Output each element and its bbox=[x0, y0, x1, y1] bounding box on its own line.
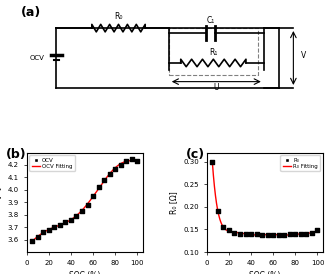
Text: U: U bbox=[213, 83, 219, 92]
Point bbox=[304, 231, 309, 236]
Point bbox=[265, 233, 270, 237]
Point bbox=[52, 225, 57, 229]
Point bbox=[276, 233, 281, 237]
Point bbox=[270, 233, 276, 237]
Point bbox=[210, 159, 215, 164]
Bar bbox=[169, 28, 258, 75]
Y-axis label: OCV [V]: OCV [V] bbox=[0, 187, 2, 217]
Y-axis label: R₀ [Ω]: R₀ [Ω] bbox=[169, 191, 178, 214]
Point bbox=[63, 220, 68, 224]
Point bbox=[309, 230, 315, 235]
Point bbox=[135, 159, 140, 164]
X-axis label: SOC (%): SOC (%) bbox=[69, 271, 101, 274]
Point bbox=[232, 230, 237, 235]
Text: R₁: R₁ bbox=[209, 48, 217, 57]
Text: V: V bbox=[301, 51, 306, 60]
Point bbox=[57, 222, 63, 227]
Point bbox=[90, 194, 96, 198]
Point bbox=[254, 232, 259, 237]
Point bbox=[124, 159, 129, 164]
Point bbox=[226, 228, 231, 233]
Point bbox=[282, 233, 287, 237]
Point bbox=[96, 185, 101, 190]
Point bbox=[46, 227, 51, 232]
Point bbox=[221, 225, 226, 229]
Text: (c): (c) bbox=[186, 148, 205, 161]
Point bbox=[237, 231, 243, 236]
Point bbox=[259, 233, 265, 237]
Point bbox=[287, 232, 292, 237]
Text: C₁: C₁ bbox=[206, 16, 214, 25]
Point bbox=[129, 156, 135, 161]
Point bbox=[243, 232, 248, 236]
Point bbox=[102, 178, 107, 182]
Point bbox=[298, 232, 304, 236]
Point bbox=[79, 209, 85, 213]
Point bbox=[85, 202, 90, 207]
Text: (b): (b) bbox=[6, 148, 26, 161]
X-axis label: SOC (%): SOC (%) bbox=[249, 271, 281, 274]
Text: (a): (a) bbox=[21, 6, 41, 19]
Point bbox=[118, 163, 124, 167]
Point bbox=[293, 232, 298, 237]
Text: R₀: R₀ bbox=[114, 12, 123, 21]
Point bbox=[41, 230, 46, 234]
Text: OCV: OCV bbox=[30, 55, 44, 61]
Point bbox=[107, 172, 112, 176]
Point bbox=[215, 209, 220, 213]
Point bbox=[35, 235, 40, 239]
Point bbox=[68, 218, 74, 222]
Point bbox=[248, 232, 254, 237]
Legend: R₀, R₀ Fitting: R₀, R₀ Fitting bbox=[280, 155, 320, 171]
Point bbox=[113, 167, 118, 171]
Point bbox=[315, 228, 320, 233]
Point bbox=[74, 214, 79, 218]
Legend: OCV, OCV Fitting: OCV, OCV Fitting bbox=[29, 155, 75, 171]
Point bbox=[30, 239, 35, 243]
